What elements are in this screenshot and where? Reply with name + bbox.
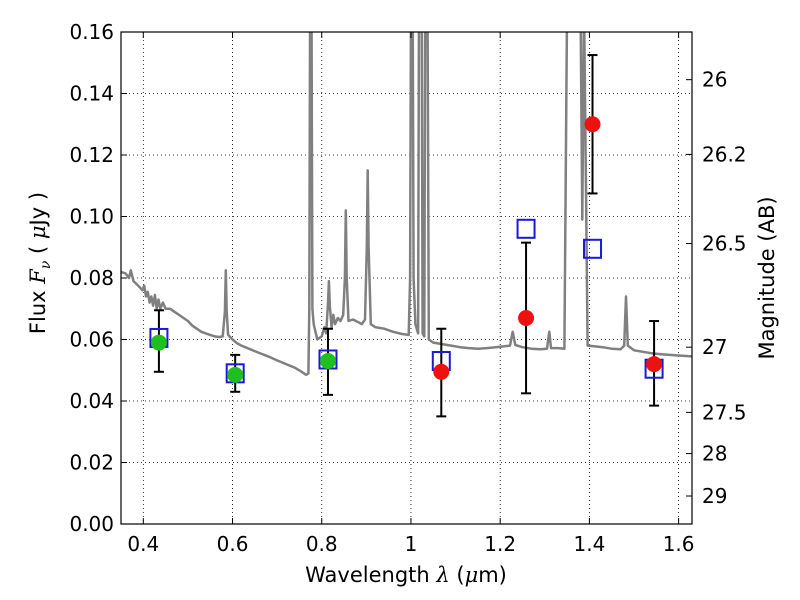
y-tick-label: 0.00: [69, 512, 114, 536]
circle-marker: [227, 366, 244, 383]
y-axis-right-title: Magnitude (AB): [755, 196, 779, 359]
right-tick-label: 26.5: [702, 232, 747, 256]
right-tick-label: 26.2: [702, 142, 747, 166]
spectrum-line: [121, 32, 692, 377]
y-axis-right: 26 26.2 26.5 27 27.5 28 29: [686, 68, 747, 508]
y-tick-label: 0.10: [69, 205, 114, 229]
right-tick-label: 28: [702, 442, 727, 466]
y-axis-left: 0.00 0.02 0.04 0.06 0.08 0.10 0.12 0.14 0.16: [69, 20, 127, 536]
x-tick-label: 1: [405, 532, 418, 556]
right-tick-label: 29: [702, 484, 727, 508]
right-tick-label: 26: [702, 68, 727, 92]
x-axis-title: Wavelength λ (μm): [305, 563, 507, 587]
x-tick-label: 1.2: [484, 532, 516, 556]
y-tick-label: 0.04: [69, 389, 114, 413]
y-tick-label: 0.06: [69, 328, 114, 352]
plot-background: [121, 32, 692, 524]
model-spectrum: [121, 32, 692, 377]
open-square-marker: [583, 238, 603, 259]
y-tick-label: 0.12: [69, 143, 114, 167]
circle-marker: [646, 356, 663, 373]
circle-marker: [319, 353, 336, 370]
right-tick-label: 27.5: [702, 400, 747, 424]
x-tick-label: 1.6: [663, 532, 695, 556]
y-axis-title: Flux Fν ( μJy ): [26, 192, 54, 334]
x-axis: 0.4 0.6 0.8 1 1.2 1.4 1.6: [127, 32, 695, 556]
x-tick-label: 0.6: [217, 532, 249, 556]
circle-marker: [433, 363, 450, 380]
data-markers: [149, 116, 664, 384]
y-tick-label: 0.14: [69, 82, 114, 106]
circle-marker: [150, 334, 167, 351]
x-tick-label: 1.4: [573, 532, 605, 556]
x-tick-label: 0.4: [127, 532, 159, 556]
circle-marker: [584, 116, 601, 133]
open-square-marker: [516, 218, 536, 239]
x-tick-label: 0.8: [306, 532, 338, 556]
y-tick-label: 0.08: [69, 266, 114, 290]
circle-marker: [518, 309, 535, 326]
y-tick-label: 0.02: [69, 451, 114, 475]
y-tick-label: 0.16: [69, 20, 114, 44]
right-tick-label: 27: [702, 335, 727, 359]
